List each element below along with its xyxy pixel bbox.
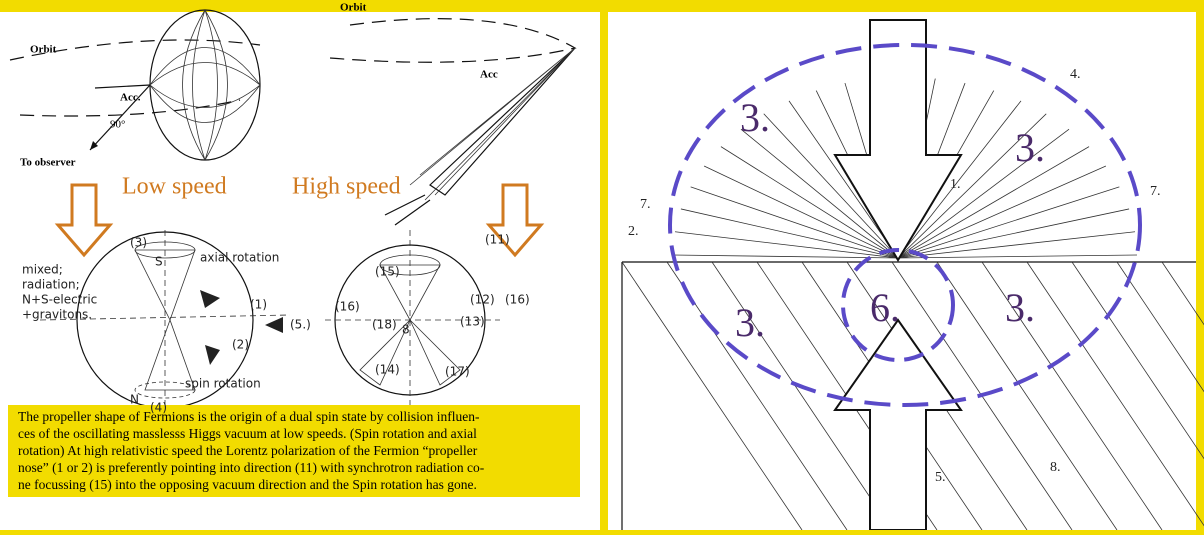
hatch — [711, 261, 893, 531]
ray — [720, 146, 899, 259]
ray — [763, 113, 899, 259]
label: (18) — [372, 318, 397, 332]
label: To observer — [20, 157, 76, 169]
region-number: 3. — [1005, 285, 1035, 330]
caption-line: ne focussing (15) into the opposing vacu… — [18, 477, 477, 492]
hatch — [666, 261, 848, 531]
label: 8 — [402, 323, 410, 337]
hatch — [1161, 261, 1204, 326]
high-speed-figure — [329, 18, 577, 226]
ray — [897, 113, 1047, 259]
label: (16) — [505, 293, 530, 307]
label: Acc — [480, 69, 498, 81]
hatch — [1071, 261, 1204, 460]
hatch — [621, 261, 803, 531]
region-number: 3. — [740, 95, 770, 140]
hatch — [981, 261, 1163, 531]
label: (11) — [485, 233, 510, 247]
label: (12) — [470, 293, 495, 307]
ray — [674, 231, 899, 259]
caption-line: The propeller shape of Fermions is the o… — [18, 409, 480, 424]
hatch — [1026, 261, 1204, 527]
mark-label: 5. — [935, 470, 946, 485]
label: S — [155, 255, 163, 269]
label: (16) — [335, 300, 360, 314]
ray — [897, 165, 1107, 259]
ray — [897, 128, 1070, 259]
field-diagram — [621, 19, 1204, 531]
label: mixed; — [22, 263, 63, 277]
sphere-right — [325, 230, 500, 410]
caption-line: ces of the oscillating masslesss Higgs v… — [18, 426, 477, 441]
label: (3) — [130, 236, 147, 250]
ray — [897, 146, 1090, 259]
ray — [897, 231, 1136, 259]
label: (1) — [250, 298, 267, 312]
label: (14) — [375, 363, 400, 377]
ray — [788, 100, 899, 259]
mark-label: 1. — [950, 177, 961, 192]
mark-label: 8. — [1050, 460, 1061, 475]
ray — [690, 186, 899, 259]
caption-line: rotation) At high relativistic speed the… — [18, 443, 478, 458]
ray — [672, 254, 899, 259]
ray — [680, 208, 899, 259]
label: (5.) — [290, 318, 311, 332]
label: Acc. — [120, 92, 141, 104]
region-number: 3. — [1015, 125, 1045, 170]
caption-box — [8, 405, 580, 497]
arrow-down — [485, 183, 545, 258]
hatch — [1116, 261, 1204, 393]
mark-label: 7. — [1150, 184, 1161, 199]
label: N — [130, 393, 139, 407]
ray — [897, 208, 1130, 259]
low-speed-figure — [9, 9, 261, 161]
speed-label: High speed — [292, 174, 401, 200]
label: (15) — [375, 265, 400, 279]
label: spin rotation — [185, 377, 261, 391]
mark-label: 4. — [1070, 67, 1081, 82]
caption-line: nose” (1 or 2) is preferently pointing i… — [18, 460, 485, 475]
region-number: 3. — [735, 300, 765, 345]
ray — [897, 254, 1138, 259]
label: +gravitons. — [22, 308, 92, 322]
ray — [740, 128, 899, 259]
label: 90° — [110, 119, 125, 131]
label: (13) — [460, 315, 485, 329]
label: N+S-electric — [22, 293, 97, 307]
speed-label: Low speed — [122, 174, 227, 200]
ray — [897, 186, 1120, 259]
label: axial rotation — [200, 251, 279, 265]
arrow-down — [54, 183, 114, 258]
mark-label: 7. — [640, 197, 651, 212]
label: Orbit — [30, 44, 57, 56]
label: (4) — [150, 401, 167, 415]
hatch — [936, 261, 1118, 531]
label: Orbit — [340, 2, 367, 14]
label: (17) — [445, 365, 470, 379]
ray — [897, 100, 1022, 259]
label: radiation; — [22, 278, 80, 292]
ray — [703, 165, 899, 259]
label: (2) — [232, 338, 249, 352]
region-number: 6. — [870, 285, 900, 330]
mark-label: 2. — [628, 224, 639, 239]
